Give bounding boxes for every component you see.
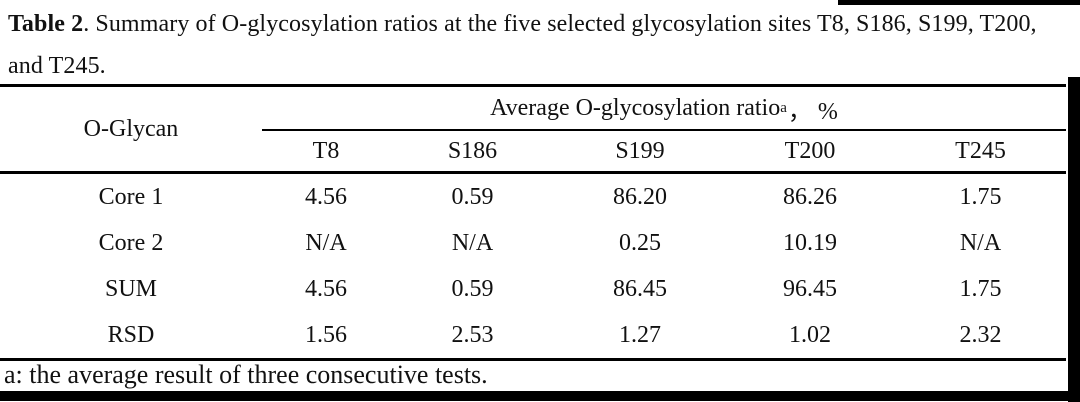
scan-artifact-top-bar	[838, 0, 1080, 5]
scan-artifact-bottom-bar	[0, 391, 1080, 401]
column-header-s199: S199	[615, 137, 665, 164]
column-header-oglycan: O-Glycan	[83, 115, 179, 142]
table-caption: Table 2. Summary of O-glycosylation rati…	[8, 3, 1066, 87]
spanning-header-unit: ， %	[787, 98, 838, 125]
table-cell: 96.45	[783, 275, 837, 302]
table-cell: 4.56	[305, 183, 347, 210]
table-cell: 1.56	[305, 321, 347, 348]
table-cell: 0.59	[451, 183, 494, 210]
row-label: Core 2	[98, 229, 164, 256]
table-cell: 2.53	[451, 321, 494, 348]
row-label: Core 1	[98, 183, 164, 210]
table-cell: 1.75	[959, 183, 1002, 210]
table-footnote: a: the average result of three consecuti…	[4, 360, 488, 389]
table-cell: 1.02	[789, 321, 831, 348]
table-cell: 0.59	[451, 275, 494, 302]
table-cell: 86.26	[783, 183, 837, 210]
table-cell: 4.56	[305, 275, 347, 302]
row-label: RSD	[107, 321, 155, 348]
table-cell: N/A	[959, 229, 1002, 256]
table-row-core1: Core 1 4.56 0.59 86.20 86.26 1.75	[0, 174, 1066, 220]
scan-artifact-right-bar	[1068, 77, 1080, 402]
caption-text: . Summary of O-glycosylation ratios at t…	[83, 11, 1037, 37]
table-cell: 0.25	[619, 229, 661, 256]
table-cell: 86.45	[613, 275, 667, 302]
table-body: Core 1 4.56 0.59 86.20 86.26 1.75 Core 2…	[0, 174, 1066, 361]
table-cell: 1.27	[619, 321, 661, 348]
column-header-s186: S186	[447, 137, 498, 164]
table-cell: 86.20	[613, 183, 667, 210]
spanning-header-average-ratio: Average O-glycosylation ratio a， %	[262, 87, 1066, 131]
caption-table-number: Table 2	[8, 11, 84, 37]
table-cell: 2.32	[959, 321, 1002, 348]
table-cell: N/A	[451, 229, 494, 256]
column-header-t245: T245	[955, 137, 1006, 164]
data-table: O-Glycan Average O-glycosylation ratio a，…	[0, 84, 1066, 361]
caption-line-1: Table 2. Summary of O-glycosylation rati…	[8, 3, 1066, 45]
caption-line-2: and T245.	[8, 53, 106, 79]
column-header-t200: T200	[784, 137, 836, 164]
table-cell: 10.19	[783, 229, 837, 256]
spanning-header-text: Average O-glycosylation ratio	[490, 94, 781, 121]
table-cell: 1.75	[959, 275, 1002, 302]
table-row-rsd: RSD 1.56 2.53 1.27 1.02 2.32	[0, 312, 1066, 358]
table-row-core2: Core 2 N/A N/A 0.25 10.19 N/A	[0, 220, 1066, 266]
table-cell: N/A	[305, 229, 347, 256]
table-row-sum: SUM 4.56 0.59 86.45 96.45 1.75	[0, 266, 1066, 312]
table-header: O-Glycan Average O-glycosylation ratio a，…	[0, 87, 1066, 174]
row-label: SUM	[104, 275, 158, 302]
column-header-t8: T8	[312, 137, 340, 164]
